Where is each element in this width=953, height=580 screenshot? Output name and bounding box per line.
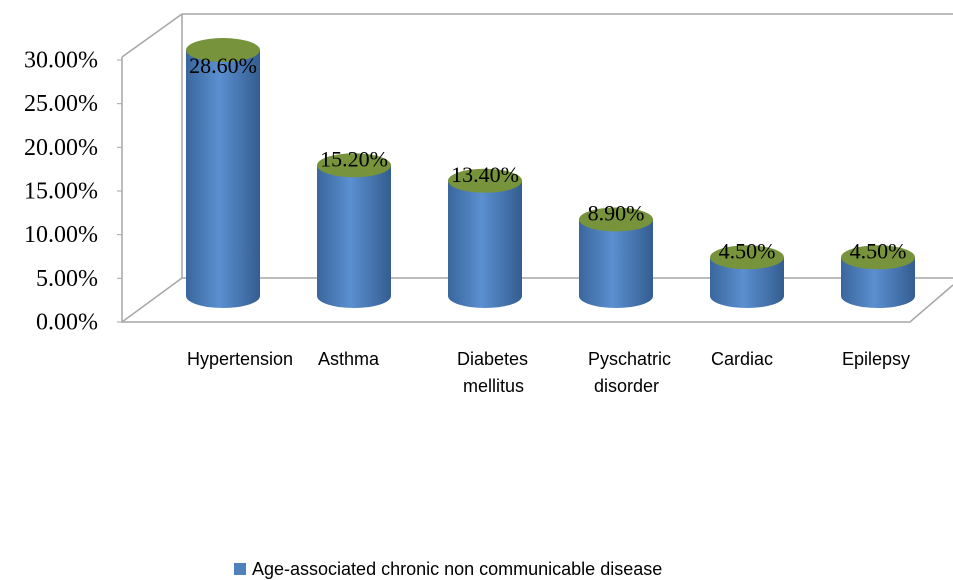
y-tick-label: 10.00% xyxy=(24,222,98,248)
bar xyxy=(186,38,260,308)
data-label: 8.90% xyxy=(588,201,645,226)
y-tick-label: 5.00% xyxy=(36,266,98,292)
x-tick-label: Cardiac xyxy=(711,349,773,369)
y-tick-label: 15.00% xyxy=(24,179,98,205)
bar xyxy=(448,168,522,308)
y-tick-label: 30.00% xyxy=(24,48,98,74)
data-label: 15.20% xyxy=(320,146,388,171)
bar-top xyxy=(579,207,653,232)
data-label: 4.50% xyxy=(719,238,776,263)
bar-top xyxy=(841,245,915,270)
bar-side xyxy=(579,219,653,308)
y-tick-label: 20.00% xyxy=(24,135,98,161)
bar-top xyxy=(317,153,391,178)
bar xyxy=(579,207,653,308)
bar-top xyxy=(186,38,260,63)
legend-label: Age-associated chronic non communicable … xyxy=(252,559,662,579)
data-label: 13.40% xyxy=(451,162,519,187)
bar-side xyxy=(448,180,522,308)
y-tick-label: 25.00% xyxy=(24,91,98,117)
data-label: 4.50% xyxy=(850,238,907,263)
x-tick-label: Pyschatric disorder xyxy=(588,349,671,396)
x-tick-label: Diabetes mellitus xyxy=(457,349,528,396)
frame xyxy=(121,13,953,323)
bar xyxy=(317,153,391,308)
bar-side xyxy=(186,50,260,308)
bar xyxy=(841,245,915,308)
bar-top xyxy=(710,245,784,270)
y-tick-label: 0.00% xyxy=(36,310,98,336)
bar-side xyxy=(710,257,784,308)
bar xyxy=(710,245,784,308)
data-label: 28.60% xyxy=(189,53,257,78)
legend-swatch xyxy=(234,563,246,575)
x-tick-label: Asthma xyxy=(318,349,380,369)
bar-side xyxy=(317,165,391,308)
bar-side xyxy=(841,257,915,308)
x-tick-label: Hypertension xyxy=(187,349,293,369)
bar-top xyxy=(448,168,522,193)
x-tick-label: Epilepsy xyxy=(842,349,910,369)
